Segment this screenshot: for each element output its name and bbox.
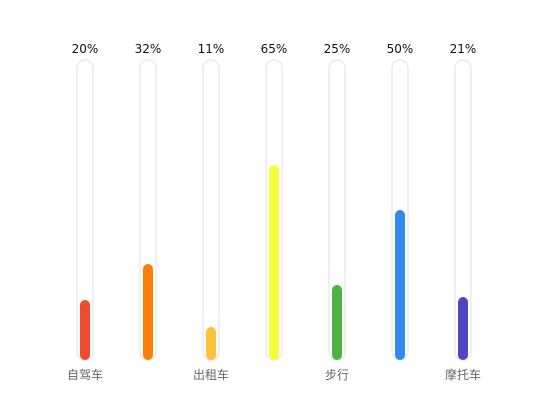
value-label: 21%: [450, 42, 477, 56]
bar-fill: [332, 285, 342, 360]
value-label: 32%: [135, 42, 162, 56]
bar-fill: [458, 297, 468, 360]
value-label: 20%: [72, 42, 99, 56]
category-label: 摩托车: [445, 367, 481, 382]
bar-fill: [395, 210, 405, 360]
bar-fill: [143, 264, 153, 360]
bar-fill: [206, 327, 216, 360]
value-label: 11%: [198, 42, 225, 56]
category-label: 自驾车: [67, 367, 103, 382]
value-label: 65%: [261, 42, 288, 56]
category-label: 步行: [325, 368, 349, 382]
value-label: 50%: [387, 42, 414, 56]
category-label: 出租车: [193, 367, 229, 382]
bar-fill: [269, 165, 279, 360]
bar-fill: [80, 300, 90, 360]
bar-track: [202, 59, 220, 361]
value-label: 25%: [324, 42, 351, 56]
